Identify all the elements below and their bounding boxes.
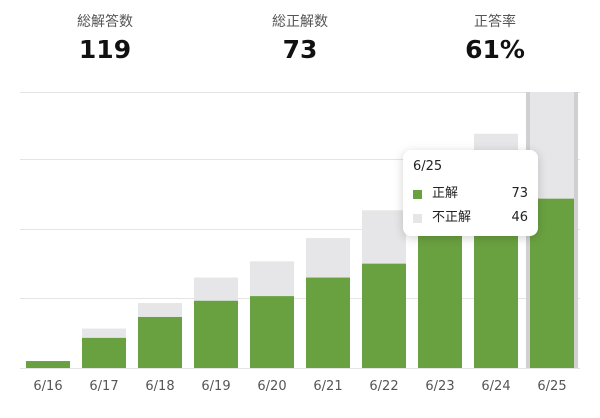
tooltip-swatch-correct xyxy=(413,189,422,199)
tooltip-value-correct: 73 xyxy=(511,186,528,201)
x-tick-label: 6/19 xyxy=(201,379,230,394)
bar-correct xyxy=(138,316,182,368)
x-tick-label: 6/17 xyxy=(89,379,118,394)
x-tick-label: 6/18 xyxy=(145,379,174,394)
stat-value-total-answers: 119 xyxy=(78,35,132,64)
stat-label-total-answers: 総解答数 xyxy=(77,14,133,30)
stat-value-accuracy-rate: 61% xyxy=(465,35,525,64)
bar-correct xyxy=(474,212,518,368)
stat-total-correct: 総正解数 73 xyxy=(220,12,380,66)
bar-incorrect xyxy=(362,210,406,264)
stat-label-accuracy-rate: 正答率 xyxy=(474,14,516,30)
summary-stats: 総解答数 119 総正解数 73 正答率 61% xyxy=(0,0,600,80)
x-tick-label: 6/25 xyxy=(537,379,566,394)
bar-tooltip: 6/25 正解 73 不正解 46 xyxy=(403,150,538,236)
tooltip-row-correct: 正解 73 xyxy=(413,182,528,206)
tooltip-label-correct: 正解 xyxy=(432,186,459,201)
stat-total-answers: 総解答数 119 xyxy=(25,12,185,66)
bar-correct xyxy=(26,361,70,368)
bar-incorrect xyxy=(250,261,294,297)
bar-correct xyxy=(306,277,350,368)
tooltip-row-incorrect: 不正解 46 xyxy=(413,206,528,230)
bar-correct xyxy=(362,263,406,368)
x-tick-label: 6/16 xyxy=(33,379,62,394)
bar-incorrect xyxy=(306,238,350,278)
bar-incorrect xyxy=(82,328,126,338)
stat-value-total-correct: 73 xyxy=(282,35,318,64)
x-tick-label: 6/20 xyxy=(257,379,286,394)
x-tick-label: 6/22 xyxy=(369,379,398,394)
x-tick-label: 6/23 xyxy=(425,379,454,394)
stat-accuracy-rate: 正答率 61% xyxy=(415,12,575,66)
bar-correct xyxy=(418,231,462,368)
bar-correct xyxy=(194,300,238,368)
x-tick-label: 6/21 xyxy=(313,379,342,394)
tooltip-title: 6/25 xyxy=(413,159,443,174)
stat-label-total-correct: 総正解数 xyxy=(272,14,328,30)
tooltip-value-incorrect: 46 xyxy=(511,210,528,225)
tooltip-swatch-incorrect xyxy=(413,213,422,223)
bar-incorrect xyxy=(138,303,182,317)
x-tick-label: 6/24 xyxy=(481,379,510,394)
bar-correct xyxy=(82,337,126,368)
bar-correct xyxy=(250,296,294,368)
bar-incorrect xyxy=(194,277,238,301)
tooltip-label-incorrect: 不正解 xyxy=(432,210,472,225)
